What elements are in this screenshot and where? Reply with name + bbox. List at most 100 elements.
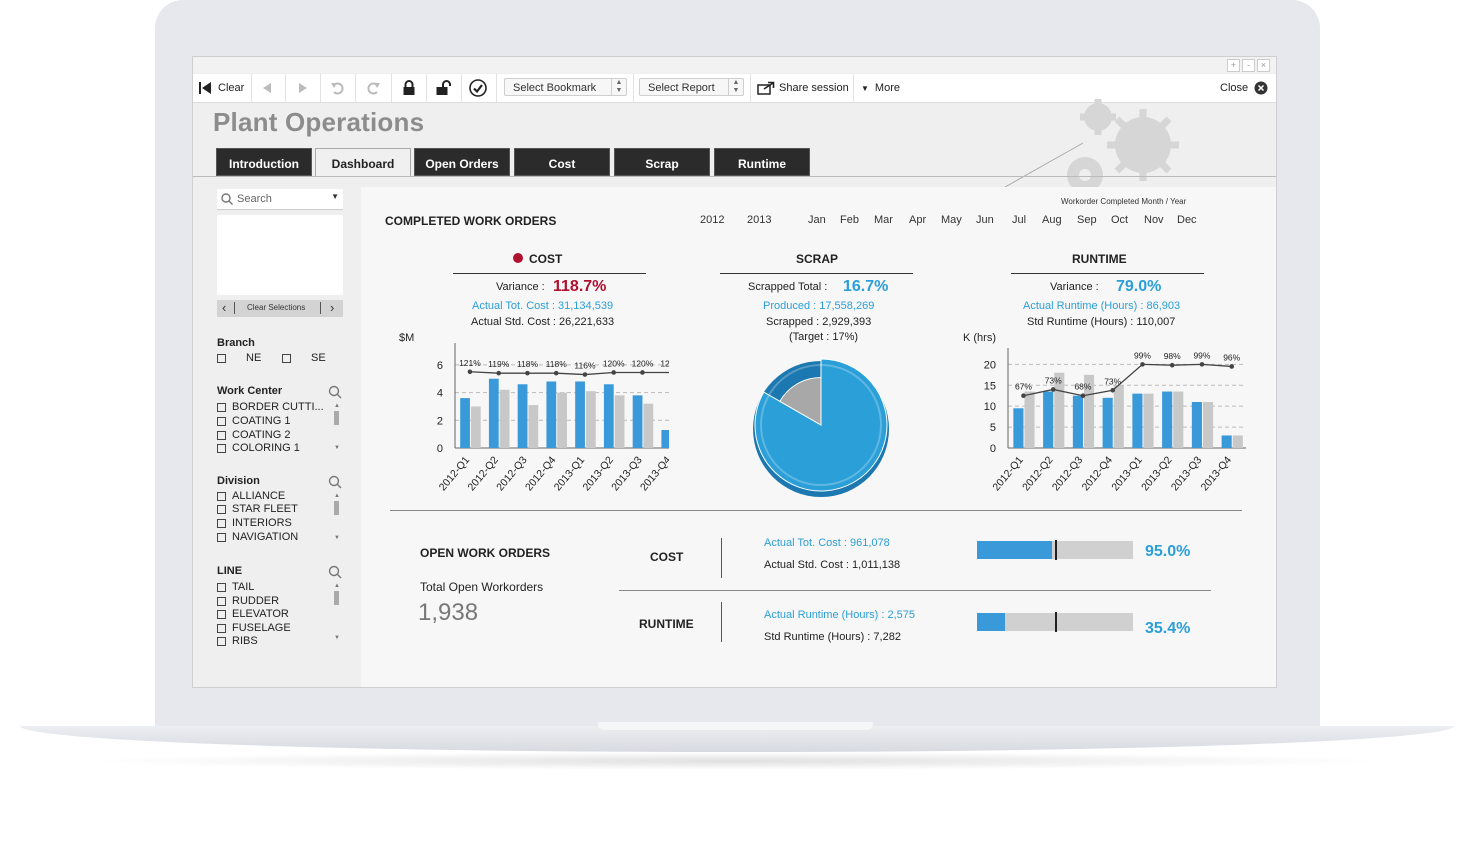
month-mar[interactable]: Mar (874, 214, 893, 226)
selection-list[interactable] (217, 215, 343, 295)
line-point (1050, 387, 1056, 392)
list-item[interactable]: BORDER CUTTI... (217, 401, 324, 413)
scrollbar[interactable]: ▲ ▼ (334, 583, 340, 641)
month-feb[interactable]: Feb (840, 214, 859, 226)
search-icon[interactable] (328, 385, 342, 399)
list-item[interactable]: TAIL (217, 581, 254, 593)
checkbox-icon[interactable] (217, 623, 226, 633)
checkbox-icon[interactable] (217, 416, 226, 426)
y-tick-label: 10 (984, 401, 996, 413)
month-jun[interactable]: Jun (976, 214, 994, 226)
report-select[interactable]: Select Report ▲ ▼ (639, 78, 744, 96)
runtime-actual: Actual Runtime (Hours) : 86,903 (1023, 300, 1181, 312)
close-button[interactable]: Close (1220, 74, 1268, 102)
back-button[interactable] (261, 74, 273, 102)
lock-button[interactable] (402, 74, 416, 102)
tab-cost[interactable]: Cost (514, 148, 610, 176)
y-tick-label: 4 (437, 388, 443, 400)
checkbox-icon[interactable] (282, 353, 291, 363)
share-session-button[interactable]: Share session (757, 74, 849, 102)
scrollbar[interactable]: ▲ ▼ (334, 403, 340, 451)
x-tick-label: 2013-Q4 (638, 454, 669, 493)
forward-button[interactable] (297, 74, 309, 102)
search-icon[interactable] (328, 565, 342, 579)
data-label: 120% (603, 358, 625, 368)
list-item[interactable]: COATING 2 (217, 429, 290, 441)
cost-bar-chart[interactable]: $M02462012-Q12012-Q22012-Q32012-Q42013-Q… (389, 329, 669, 504)
open-cost-actual: Actual Tot. Cost : 961,078 (764, 537, 890, 549)
month-filter-caption: Workorder Completed Month / Year (1061, 197, 1187, 206)
confirm-button[interactable] (469, 74, 487, 102)
checkbox-icon[interactable] (217, 353, 226, 363)
tab-runtime[interactable]: Runtime (714, 148, 810, 176)
checkbox-icon[interactable] (217, 609, 226, 619)
dropdown-caret-icon[interactable]: ▼ (331, 192, 339, 201)
laptop-notch (598, 722, 873, 730)
checkbox-icon[interactable] (217, 443, 226, 453)
cost-std-total: Actual Std. Cost : 26,221,633 (471, 316, 615, 328)
chevron-left-icon[interactable]: ‹ (222, 300, 227, 315)
runtime-bar-chart[interactable]: K (hrs) 0 5 10 15 20 2012-Q12012-Q22012-Q32012… (957, 329, 1257, 504)
checkbox-icon[interactable] (217, 402, 226, 412)
dashboard-panel: COMPLETED WORK ORDERS Workorder Complete… (361, 187, 1276, 687)
checkbox-icon[interactable] (217, 582, 226, 592)
year-2012[interactable]: 2012 (700, 214, 725, 226)
progress-marker (1055, 612, 1057, 632)
month-apr[interactable]: Apr (909, 214, 927, 226)
clear-selections-button[interactable]: Clear Selections (247, 303, 306, 312)
scrollbar[interactable]: ▲ ▼ (334, 493, 340, 541)
month-jul[interactable]: Jul (1012, 214, 1027, 226)
checkbox-icon[interactable] (217, 430, 226, 440)
month-may[interactable]: May (941, 214, 962, 226)
open-runtime-actual: Actual Runtime (Hours) : 2,575 (764, 609, 916, 621)
tab-introduction[interactable]: Introduction (216, 148, 312, 176)
list-item[interactable]: COLORING 1 (217, 442, 300, 454)
clear-button[interactable]: Clear (198, 74, 244, 102)
month-nov[interactable]: Nov (1144, 214, 1164, 226)
more-menu[interactable]: ▼ More (861, 82, 900, 94)
tab-scrap[interactable]: Scrap (614, 148, 710, 176)
month-oct[interactable]: Oct (1111, 214, 1129, 226)
redo-button[interactable] (365, 74, 381, 102)
search-box[interactable]: Search ▼ (217, 189, 343, 210)
list-item[interactable]: ELEVATOR (217, 608, 289, 620)
search-icon[interactable] (328, 475, 342, 489)
list-item[interactable]: ALLIANCE (217, 490, 285, 502)
list-item[interactable]: INTERIORS (217, 517, 292, 529)
unlock-button[interactable] (435, 74, 451, 102)
maximize-icon[interactable]: + (1227, 59, 1240, 72)
branch-option-ne[interactable]: NE (217, 352, 261, 364)
month-jan[interactable]: Jan (808, 214, 826, 226)
close-window-icon[interactable]: × (1257, 59, 1270, 72)
year-2013[interactable]: 2013 (747, 214, 772, 226)
month-sep[interactable]: Sep (1077, 214, 1097, 226)
checkbox-icon[interactable] (217, 518, 226, 528)
list-item[interactable]: FUSELAGE (217, 622, 291, 634)
undo-button[interactable] (330, 74, 346, 102)
chevron-right-icon[interactable]: › (330, 300, 335, 315)
list-item[interactable]: COATING 1 (217, 415, 290, 427)
list-item[interactable]: RUDDER (217, 595, 279, 607)
search-input[interactable]: Search (237, 193, 272, 205)
checkbox-icon[interactable] (217, 491, 226, 501)
month-aug[interactable]: Aug (1042, 214, 1062, 226)
checkbox-icon[interactable] (217, 532, 226, 542)
branch-option-se[interactable]: SE (282, 352, 326, 364)
list-item[interactable]: RIBS (217, 635, 258, 647)
scrap-pie-chart[interactable] (741, 347, 901, 497)
data-label: 121% (459, 358, 481, 368)
tab-dashboard[interactable]: Dashboard (315, 148, 411, 176)
tab-open-orders[interactable]: Open Orders (414, 148, 510, 176)
bookmark-select[interactable]: Select Bookmark ▲ ▼ (504, 78, 627, 96)
checkbox-icon[interactable] (217, 504, 226, 514)
checkbox-icon[interactable] (217, 636, 226, 646)
x-tick-label: 2012-Q1 (990, 454, 1026, 493)
list-item[interactable]: STAR FLEET (217, 503, 298, 515)
minimize-icon[interactable]: - (1242, 59, 1255, 72)
completed-work-orders-title: COMPLETED WORK ORDERS (385, 214, 557, 228)
cost-variance-value: 118.7% (553, 278, 607, 295)
month-dec[interactable]: Dec (1177, 214, 1197, 226)
checkbox-icon[interactable] (217, 596, 226, 606)
list-item[interactable]: NAVIGATION (217, 531, 298, 543)
app-header: Plant Operations (193, 99, 1276, 192)
